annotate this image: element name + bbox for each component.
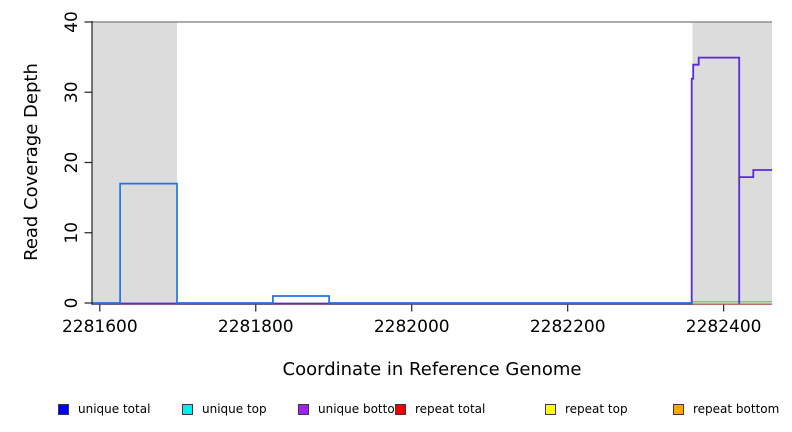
x-tick-label: 2282000: [374, 317, 450, 337]
y-tick-label: 40: [62, 11, 82, 33]
y-tick-label: 10: [62, 222, 82, 244]
legend-label: unique total: [78, 402, 151, 416]
x-tick-label: 2282200: [530, 317, 606, 337]
legend-label: repeat top: [565, 402, 628, 416]
series-unique-bottom: [739, 169, 772, 178]
x-tick-label: 2281800: [218, 317, 294, 337]
y-tick-label: 20: [62, 152, 82, 174]
x-tick-label: 2282400: [686, 317, 762, 337]
y-axis-title: Read Coverage Depth: [21, 63, 42, 261]
legend-label: unique bottom: [318, 402, 407, 416]
legend-label: unique top: [202, 402, 267, 416]
legend-item-unique-total: unique total: [58, 401, 150, 417]
series-unique-bottom: [690, 56, 741, 304]
legend-swatch-icon: [182, 403, 193, 415]
legend-item-repeat-total: repeat total: [395, 401, 485, 417]
x-tick-label: 2281600: [62, 317, 138, 337]
legend-label: repeat total: [415, 402, 486, 416]
legend: unique total unique top unique bottom repea…: [0, 401, 792, 421]
shaded-region: [92, 22, 177, 303]
legend-item-repeat-top: repeat top: [545, 401, 628, 417]
legend-item-unique-top: unique top: [182, 401, 267, 417]
y-tick-label: 0: [62, 298, 82, 309]
legend-item-unique-bottom: unique bottom: [298, 401, 406, 417]
y-tick-label: 30: [62, 81, 82, 103]
series-unique-total: [92, 182, 692, 304]
x-axis-title: Coordinate in Reference Genome: [283, 359, 582, 380]
legend-swatch-icon: [298, 403, 309, 415]
legend-item-repeat-bottom: repeat bottom: [673, 401, 779, 417]
legend-swatch-icon: [545, 403, 556, 415]
legend-label: repeat bottom: [693, 402, 780, 416]
shaded-region: [692, 22, 772, 303]
legend-swatch-icon: [58, 403, 69, 415]
legend-swatch-icon: [395, 403, 406, 415]
legend-swatch-icon: [673, 403, 684, 415]
